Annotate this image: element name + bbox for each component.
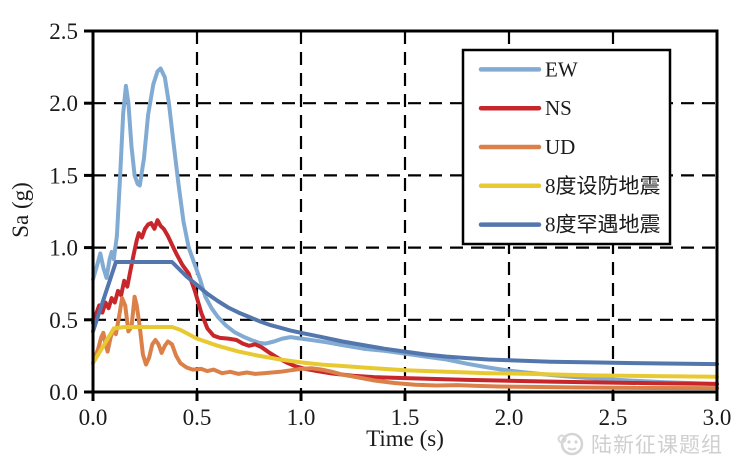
y-tick-label: 1.5	[49, 163, 78, 188]
legend-label-8度罕遇地震: 8度罕遇地震	[545, 213, 661, 237]
x-tick-label: 0.5	[183, 405, 212, 430]
x-tick-label: 2.0	[495, 405, 524, 430]
y-tick-label: 1.0	[49, 236, 78, 261]
x-axis-title: Time (s)	[366, 426, 444, 451]
legend-label-8度设防地震: 8度设防地震	[545, 174, 661, 198]
legend-label-UD: UD	[545, 135, 575, 159]
series-line-8度罕遇地震	[91, 260, 719, 367]
watermark-text: 陆新征课题组	[591, 434, 723, 457]
series-line-8度设防地震	[91, 325, 719, 379]
y-tick-label: 2.5	[49, 19, 78, 44]
x-tick-label: 2.5	[599, 405, 628, 430]
x-tick-label: 0.0	[79, 405, 108, 430]
y-tick-label: 2.0	[49, 91, 78, 116]
watermark: 陆新征课题组	[556, 429, 723, 459]
x-tick-label: 1.5	[391, 405, 420, 430]
smiley-logo-icon	[557, 432, 584, 456]
x-tick-label: 1.0	[287, 405, 316, 430]
y-tick-label: 0.5	[49, 308, 78, 333]
x-tick-label: 3.0	[703, 405, 732, 430]
series-line-EW	[91, 66, 719, 387]
legend-label-NS: NS	[545, 96, 572, 120]
y-tick-label: 0.0	[49, 380, 78, 405]
series-line-UD	[91, 294, 719, 391]
y-axis-title: Sa (g)	[8, 182, 33, 238]
legend-label-EW: EW	[545, 57, 578, 81]
